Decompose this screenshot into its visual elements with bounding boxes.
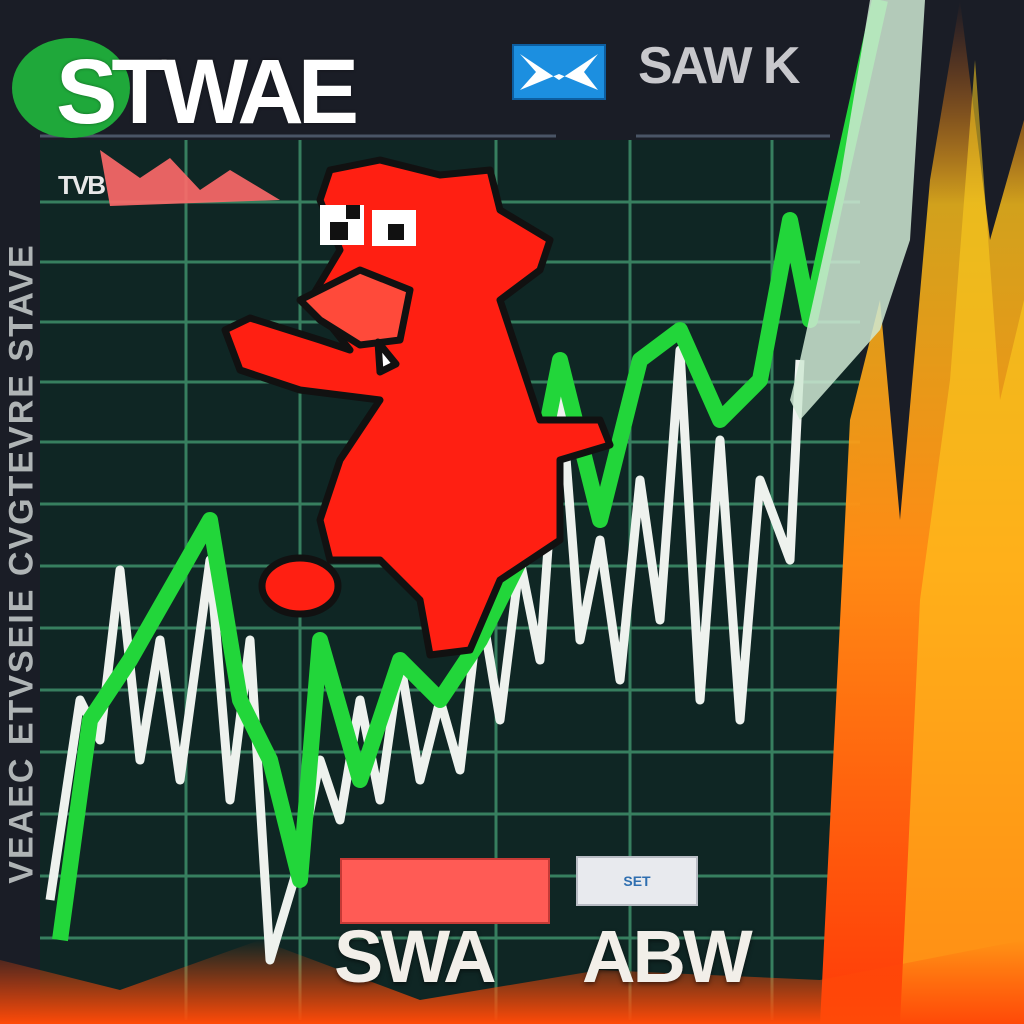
header-right-text: SAW K — [638, 37, 800, 95]
highlight-area — [790, 0, 925, 420]
grey-badge: SET — [576, 856, 698, 906]
mascot-eyes — [320, 205, 416, 246]
mail-icon[interactable] — [512, 44, 606, 100]
ticker-tag: TVB — [58, 170, 106, 200]
vertical-axis-text: VEAEC ETVSEIE CVGTEVRE STAVE — [2, 243, 41, 884]
green-price-line — [52, 0, 888, 942]
bottom-label-left: SWA — [334, 915, 497, 998]
logo-circle — [12, 38, 130, 138]
envelope-icon — [520, 54, 598, 90]
red-badge — [340, 858, 550, 924]
red-sparkline — [100, 150, 280, 206]
logo-text: STWAE — [56, 41, 359, 143]
bottom-label-right: ABW — [582, 915, 753, 998]
red-bull-icon — [221, 156, 614, 659]
